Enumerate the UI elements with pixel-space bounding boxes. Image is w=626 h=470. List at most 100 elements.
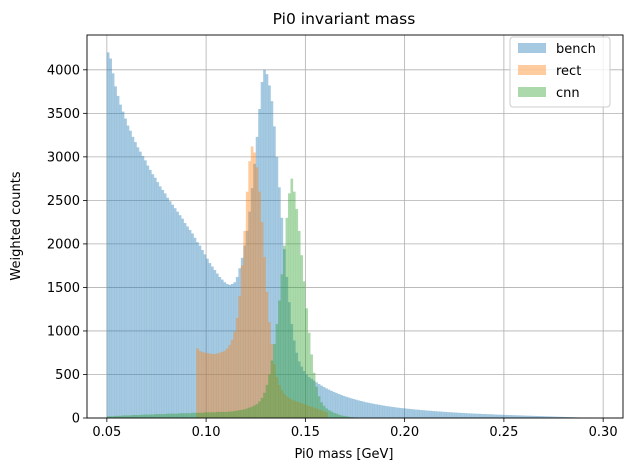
y-tick-label: 500 (55, 368, 80, 383)
bench-bar (213, 270, 217, 418)
x-tick-label: 0.05 (92, 425, 121, 440)
rect-bar (211, 354, 214, 418)
legend-frame (509, 36, 611, 108)
bench-bar (424, 410, 428, 418)
bench-bar (240, 257, 244, 418)
rect-bar (305, 404, 309, 418)
cnn-bar (151, 414, 155, 418)
bench-bar (404, 408, 408, 418)
rect-bar (300, 403, 304, 418)
bench-bar (198, 245, 202, 418)
bench-bar (409, 409, 413, 418)
rect-bar (273, 364, 276, 418)
rect-bar (245, 191, 249, 418)
rect-bar (288, 397, 291, 418)
cnn-bar (188, 413, 192, 418)
bench-bar (422, 410, 425, 418)
bench-bar (302, 370, 306, 418)
bench-bar (560, 416, 564, 418)
bench-bar (565, 417, 569, 418)
bench-bar (208, 263, 212, 418)
x-tick-label: 0.15 (291, 425, 320, 440)
cnn-bar (322, 405, 326, 418)
bench-bar (149, 169, 152, 418)
bench-bar (533, 415, 537, 418)
bench-bar (245, 230, 249, 418)
bench-bar (288, 302, 291, 418)
rect-bar (238, 296, 242, 418)
legend-swatch-rect (518, 65, 546, 75)
bench-bar (307, 377, 311, 418)
bench-bar (528, 415, 532, 418)
bench-bar (456, 412, 460, 418)
bench-bar (434, 411, 438, 418)
cnn-bar (240, 409, 244, 418)
bench-bar (362, 401, 366, 418)
bench-bar (369, 403, 373, 418)
bench-bar (506, 414, 510, 418)
cnn-bar (283, 245, 286, 418)
cnn-bar (275, 323, 279, 418)
bench-bar (176, 211, 179, 418)
y-tick-label: 3500 (47, 107, 80, 122)
cnn-bar (260, 397, 264, 418)
cnn-bar (131, 414, 135, 418)
bench-bar (451, 412, 455, 418)
bench-bar (464, 413, 467, 418)
cnn-bar (208, 412, 212, 418)
rect-bar (292, 400, 296, 418)
bench-bar (255, 136, 259, 418)
bench-bar (548, 416, 552, 418)
bench-bar (332, 391, 336, 418)
cnn-bar (111, 416, 115, 418)
bench-bar (327, 389, 331, 418)
bench-bar (531, 415, 534, 418)
bench-bar (248, 211, 251, 418)
bench-bar (364, 402, 368, 418)
rect-bar (218, 352, 222, 418)
bench-bar (173, 208, 177, 418)
bench-bar (521, 415, 524, 418)
bench-bar (426, 410, 430, 418)
legend-label-cnn: cnn (556, 86, 580, 101)
cnn-bar (342, 415, 346, 418)
bench-bar (193, 237, 197, 418)
bench-bar (402, 408, 405, 418)
rect-bar (285, 396, 289, 418)
bench-bar (563, 416, 567, 418)
cnn-bar (300, 255, 304, 418)
cnn-bar (302, 281, 306, 418)
bench-bar (479, 413, 482, 418)
legend-swatch-cnn (518, 87, 546, 97)
rect-bar (201, 351, 204, 418)
cnn-bar (213, 412, 217, 418)
rect-bar (315, 408, 318, 418)
bench-bar (449, 412, 452, 418)
bench-bar (315, 382, 318, 418)
cnn-bar (109, 416, 112, 418)
bench-bar (216, 273, 219, 418)
bench-bar (523, 415, 527, 418)
bench-bar (459, 412, 462, 418)
bench-bar (273, 126, 276, 418)
bench-bar (489, 414, 492, 418)
x-tick-label: 0.20 (390, 425, 419, 440)
bench-bar (158, 186, 162, 418)
bench-bar (394, 407, 398, 418)
cnn-bar (225, 411, 229, 418)
bench-bar (181, 218, 184, 418)
bench-bar (417, 409, 420, 418)
cnn-bar (186, 413, 189, 418)
series-rect (196, 146, 328, 419)
rect-bar (216, 353, 219, 418)
cnn-bar (238, 410, 242, 418)
cnn-bar (337, 414, 341, 418)
cnn-bar (211, 412, 214, 418)
bench-bar (414, 409, 418, 418)
rect-bar (206, 353, 209, 418)
cnn-bar (278, 300, 281, 418)
cnn-bar (119, 415, 122, 418)
rect-bar (213, 354, 217, 418)
bench-bar (359, 401, 363, 418)
bench-bar (136, 147, 140, 418)
